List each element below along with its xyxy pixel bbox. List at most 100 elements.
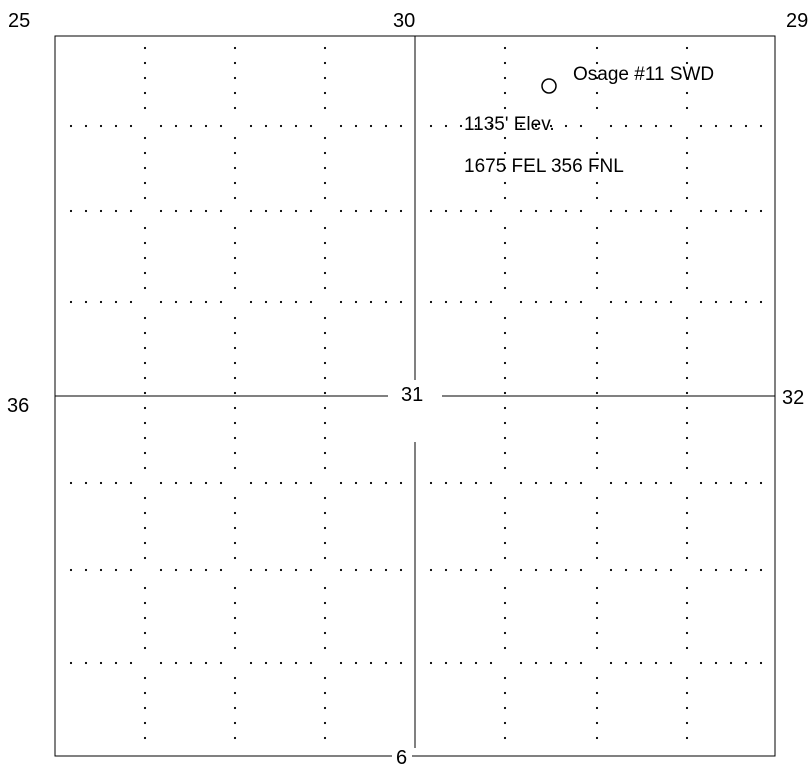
grid-dot [503,61,507,65]
grid-dot [549,661,553,665]
grid-dot [549,209,553,213]
grid-dot [143,451,147,455]
grid-dot [685,616,689,620]
grid-dot [204,481,208,485]
grid-dot [549,568,553,572]
grid-dot [595,286,599,290]
grid-dot [595,196,599,200]
grid-dot [759,124,763,128]
grid-dot [219,481,223,485]
grid-dot [459,124,463,128]
grid-dot [399,568,403,572]
grid-dot [639,661,643,665]
grid-dot [323,166,327,170]
grid-dot [323,436,327,440]
grid-dot [249,661,253,665]
grid-dot [354,209,358,213]
grid-dot [503,241,507,245]
grid-dot [595,106,599,110]
grid-dot [233,736,237,740]
grid-dot [549,481,553,485]
grid-dot [189,568,193,572]
grid-dot [323,136,327,140]
grid-dot [519,124,523,128]
grid-dot [354,481,358,485]
grid-dot [114,481,118,485]
grid-dot [534,481,538,485]
grid-dot [294,300,298,304]
grid-dot [323,736,327,740]
grid-dot [339,300,343,304]
grid-dot [595,166,599,170]
grid-dot [503,316,507,320]
grid-dot [729,209,733,213]
grid-dot [129,481,133,485]
grid-dot [99,300,103,304]
grid-dot [114,568,118,572]
grid-dot [744,481,748,485]
grid-dot [503,616,507,620]
grid-dot [595,241,599,245]
grid-dot [759,568,763,572]
grid-dot [685,526,689,530]
grid-dot [609,568,613,572]
grid-dot [264,661,268,665]
grid-dot [503,286,507,290]
grid-dot [143,196,147,200]
grid-dot [233,406,237,410]
grid-dot [654,124,658,128]
grid-dot [503,256,507,260]
bottom-label-knockout [392,744,412,764]
grid-dot [233,376,237,380]
grid-dot [595,151,599,155]
grid-dot [143,136,147,140]
grid-dot [309,124,313,128]
grid-dot [503,181,507,185]
grid-dot [474,568,478,572]
grid-dot [685,76,689,80]
grid-dot [233,331,237,335]
grid-dot [595,361,599,365]
grid-dot [384,568,388,572]
grid-dot [69,661,73,665]
grid-dot [624,300,628,304]
grid-dot [129,300,133,304]
grid-dot [685,106,689,110]
grid-dot [143,406,147,410]
grid-dot [69,209,73,213]
grid-dot [264,481,268,485]
grid-dot [323,586,327,590]
grid-dot [294,661,298,665]
grid-dot [714,124,718,128]
grid-dot [233,46,237,50]
grid-dot [354,661,358,665]
grid-dot [143,346,147,350]
grid-dot [323,376,327,380]
grid-dot [233,151,237,155]
grid-dot [685,736,689,740]
grid-dot [685,451,689,455]
grid-dot [595,616,599,620]
grid-dot [323,526,327,530]
grid-dot [323,196,327,200]
grid-dot [654,568,658,572]
grid-dot [84,661,88,665]
grid-dot [233,511,237,515]
grid-dot [729,661,733,665]
grid-dot [384,481,388,485]
grid-dot [323,106,327,110]
grid-dot [159,481,163,485]
grid-dot [564,661,568,665]
grid-dot [233,391,237,395]
grid-dot [503,166,507,170]
grid-dot [233,721,237,725]
grid-dot [489,124,493,128]
section-label-top-center: 30 [393,10,415,32]
grid-dot [143,271,147,275]
grid-dot [323,451,327,455]
grid-dot [429,661,433,665]
grid-dot [595,376,599,380]
grid-dot [729,124,733,128]
grid-dot [233,91,237,95]
